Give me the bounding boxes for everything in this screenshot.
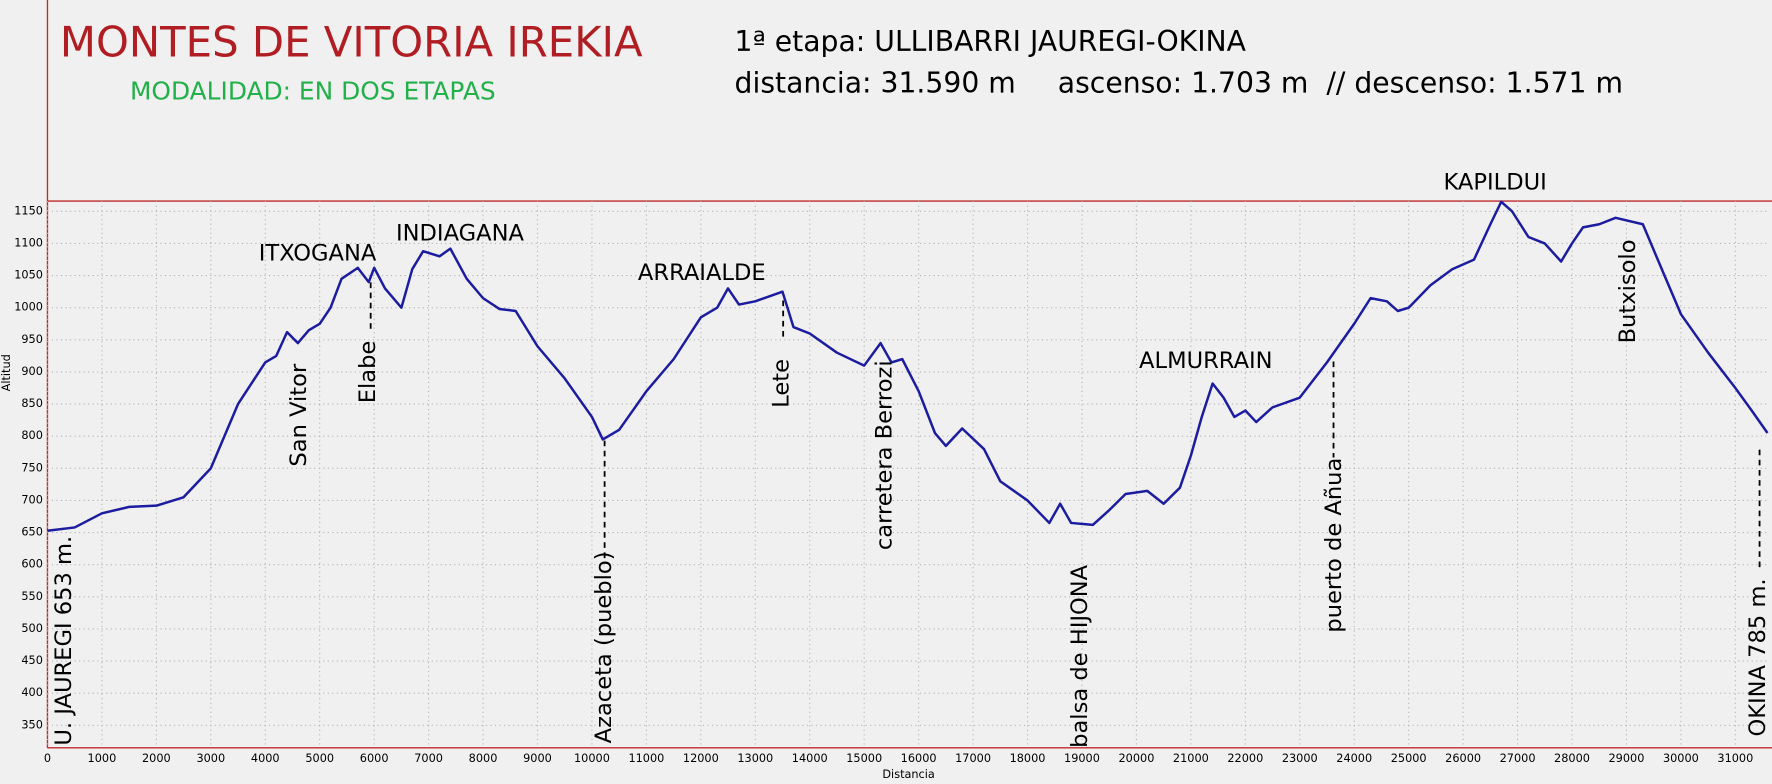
x-tick-label: 17000 [955, 752, 991, 765]
x-tick-label: 2000 [142, 752, 171, 765]
x-tick-label: 4000 [251, 752, 280, 765]
x-tick-label: 7000 [414, 752, 443, 765]
x-tick-label: 6000 [360, 752, 389, 765]
y-tick-label: 650 [21, 526, 43, 539]
x-tick-label: 13000 [737, 752, 773, 765]
x-tick-label: 31000 [1717, 752, 1753, 765]
x-tick-label: 0 [44, 752, 51, 765]
x-tick-label: 12000 [683, 752, 719, 765]
annotation: U. JAUREGI 653 m. [51, 536, 77, 746]
y-tick-label: 550 [21, 590, 43, 603]
y-tick-label: 950 [21, 333, 43, 346]
x-tick-label: 1000 [88, 752, 117, 765]
chart-title: MONTES DE VITORIA IREKIA [60, 18, 643, 67]
x-tick-label: 15000 [846, 752, 882, 765]
x-tick-label: 3000 [196, 752, 225, 765]
x-tick-label: 16000 [901, 752, 937, 765]
y-tick-label: 750 [21, 461, 43, 474]
stage-title: 1ª etapa: ULLIBARRI JAUREGI-OKINA [735, 25, 1247, 58]
y-tick-label: 350 [21, 718, 43, 731]
chart-subtitle: MODALIDAD: EN DOS ETAPAS [130, 77, 496, 106]
annotation: ALMURRAIN [1139, 348, 1273, 374]
x-tick-label: 24000 [1336, 752, 1372, 765]
y-tick-label: 1150 [14, 204, 43, 217]
x-tick-label: 18000 [1010, 752, 1046, 765]
x-tick-label: 19000 [1064, 752, 1100, 765]
annotation: Butxisolo [1615, 239, 1641, 343]
x-tick-label: 30000 [1663, 752, 1699, 765]
y-tick-label: 400 [21, 686, 43, 699]
y-tick-label: 800 [21, 429, 43, 442]
y-tick-label: 1050 [14, 269, 43, 282]
x-tick-label: 28000 [1554, 752, 1590, 765]
annotation: INDIAGANA [396, 220, 524, 246]
annotation: ARRAIALDE [638, 260, 766, 286]
annotation: Lete [769, 359, 795, 408]
annotation: puerto de Añua [1321, 458, 1347, 633]
x-tick-label: 14000 [792, 752, 828, 765]
y-tick-label: 500 [21, 622, 43, 635]
x-tick-label: 25000 [1391, 752, 1427, 765]
y-tick-label: 700 [21, 493, 43, 506]
x-tick-label: 10000 [574, 752, 610, 765]
x-axis-label: Distancia [882, 768, 934, 781]
y-tick-label: 450 [21, 654, 43, 667]
y-tick-label: 1100 [14, 236, 43, 249]
y-tick-label: 600 [21, 558, 43, 571]
distance: distancia: 31.590 m [735, 67, 1016, 100]
x-tick-label: 8000 [469, 752, 498, 765]
annotation: KAPILDUI [1443, 170, 1546, 196]
x-tick-label: 20000 [1118, 752, 1154, 765]
x-tick-label: 29000 [1609, 752, 1645, 765]
annotation: ITXOGANA [259, 241, 377, 267]
y-tick-label: 900 [21, 365, 43, 378]
x-tick-label: 27000 [1500, 752, 1536, 765]
x-tick-label: 26000 [1445, 752, 1481, 765]
annotation: Elabe [355, 341, 381, 404]
x-tick-label: 5000 [305, 752, 334, 765]
annotation: OKINA 785 m. [1745, 578, 1771, 736]
annotation: San Vitor [286, 363, 312, 467]
y-axis-label: Altitud [0, 354, 13, 391]
y-tick-label: 1000 [14, 301, 43, 314]
x-tick-label: 23000 [1282, 752, 1318, 765]
x-tick-label: 22000 [1227, 752, 1263, 765]
y-tick-label: 850 [21, 397, 43, 410]
annotation: Azaceta (pueblo) [591, 551, 617, 743]
annotation: carretera Berrozi [871, 360, 897, 550]
climb: ascenso: 1.703 m // descenso: 1.571 m [1058, 67, 1623, 100]
elevation-line [47, 200, 1769, 532]
x-tick-label: 21000 [1173, 752, 1209, 765]
x-tick-label: 11000 [628, 752, 664, 765]
x-tick-label: 9000 [523, 752, 552, 765]
annotation: balsa de HIJONA [1067, 564, 1093, 748]
